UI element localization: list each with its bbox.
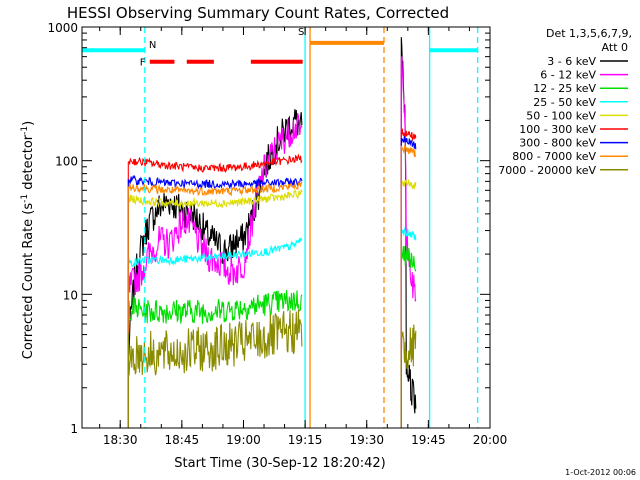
series-line xyxy=(127,189,303,428)
legend-entry-label: 300 - 800 keV xyxy=(519,137,596,150)
y-tick-label: 1 xyxy=(70,422,78,436)
series-line xyxy=(127,236,303,428)
x-tick-label: 19:15 xyxy=(288,433,323,447)
x-axis-label: Start Time (30-Sep-12 18:20:42) xyxy=(174,456,385,471)
series-group xyxy=(127,37,417,428)
y-axis-label-sup1: -1 xyxy=(20,194,30,203)
x-tick-label: 19:00 xyxy=(226,433,261,447)
legend-entry-label: 800 - 7000 keV xyxy=(512,150,596,163)
annotation-layer: FN S xyxy=(82,27,479,428)
flag-label: S xyxy=(298,27,304,38)
y-tick-label: 1000 xyxy=(47,21,78,35)
legend-entry-label: 12 - 25 keV xyxy=(533,82,596,95)
x-tick-label: 20:00 xyxy=(473,433,508,447)
series-line xyxy=(127,153,303,428)
series-line-late xyxy=(400,245,417,428)
legend-title-1: Det 1,3,5,6,7,9, xyxy=(546,27,632,40)
series-line xyxy=(127,112,303,428)
y-axis-label-mid: detector xyxy=(21,134,36,194)
series-layer xyxy=(127,37,417,428)
series-line-late xyxy=(400,144,417,428)
footer-timestamp: 1-Oct-2012 00:06 xyxy=(565,468,636,477)
y-tick-label: 100 xyxy=(55,155,78,169)
series-line xyxy=(127,181,303,428)
legend-entry-label: 6 - 12 keV xyxy=(540,69,596,82)
y-axis-label-end: ) xyxy=(21,121,36,126)
series-line xyxy=(127,174,303,428)
legend-entry-label: 25 - 50 keV xyxy=(533,96,596,109)
series-line-late xyxy=(400,178,417,428)
legend-entry-label: 50 - 100 keV xyxy=(526,109,596,122)
legend-entry-label: 7000 - 20000 keV xyxy=(498,164,596,177)
x-tick-label: 18:30 xyxy=(103,433,138,447)
chart-title: HESSI Observing Summary Count Rates, Cor… xyxy=(67,4,449,22)
series-line-late xyxy=(400,226,417,428)
legend-entry-label: 3 - 6 keV xyxy=(547,55,596,68)
y-axis-label-sup2: -1 xyxy=(20,126,30,135)
axes: 18:30 18:45 19:00 19:15 19:30 19:45 20:00 1 10 10… xyxy=(47,21,507,447)
x-tick-label: 19:45 xyxy=(411,433,446,447)
series-line xyxy=(127,309,303,428)
flag-label: F xyxy=(140,58,146,69)
series-line-late xyxy=(400,136,417,428)
legend-title-2: Att 0 xyxy=(602,41,628,54)
series-line xyxy=(127,289,303,428)
y-axis-label-main: Corrected Count Rate (s xyxy=(21,203,36,360)
y-axis-label: Corrected Count Rate (s-1 detector-1) xyxy=(20,121,36,359)
plot-frame xyxy=(81,26,491,429)
flag-label: N xyxy=(149,40,156,51)
y-tick-label: 10 xyxy=(63,288,78,302)
legend-entry-label: 100 - 300 keV xyxy=(519,123,596,136)
x-tick-label: 18:45 xyxy=(165,433,200,447)
series-line-late xyxy=(400,128,417,428)
x-tick-label: 19:30 xyxy=(349,433,384,447)
series-line-late xyxy=(400,324,417,428)
